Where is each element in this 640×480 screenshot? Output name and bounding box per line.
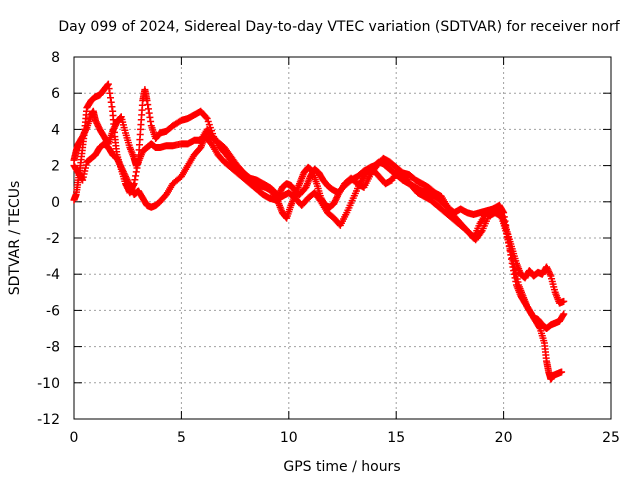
y-tick-label: 4 [51,122,60,138]
x-tick-label: 5 [177,430,186,446]
chart-title: Day 099 of 2024, Sidereal Day-to-day VTE… [58,19,620,35]
y-tick-label: -12 [37,412,60,428]
data-point [558,368,566,376]
x-tick-label: 0 [70,430,79,446]
y-axis-label: SDTVAR / TECUs [7,181,23,296]
axis-ticks [73,56,612,420]
data-point-sample [477,228,485,236]
y-tick-label: 0 [51,195,60,211]
y-tick-label: 2 [51,159,60,175]
data-point [560,310,568,318]
grid-lines [74,57,611,419]
y-tick-label: 8 [51,50,60,66]
x-tick-label: 15 [387,430,405,446]
data-point [560,297,568,305]
data-point-sample [202,113,210,121]
x-tick-label: 10 [280,430,298,446]
y-tick-label: -4 [46,267,60,283]
y-tick-label: -2 [46,231,60,247]
x-tick-label: 25 [602,430,620,446]
y-tick-label: -6 [46,303,60,319]
y-tick-label: -8 [46,340,60,356]
y-tick-label: -10 [37,376,60,392]
y-tick-label: 6 [51,86,60,102]
x-tick-label: 20 [495,430,513,446]
y-axis-tick-labels: 8 6 4 2 0 -2 -4 -6 -8 -10 -12 [37,50,60,428]
x-axis-tick-labels: 0 5 10 15 20 25 [70,430,620,446]
data-points [70,80,568,383]
x-axis-label: GPS time / hours [283,459,400,475]
